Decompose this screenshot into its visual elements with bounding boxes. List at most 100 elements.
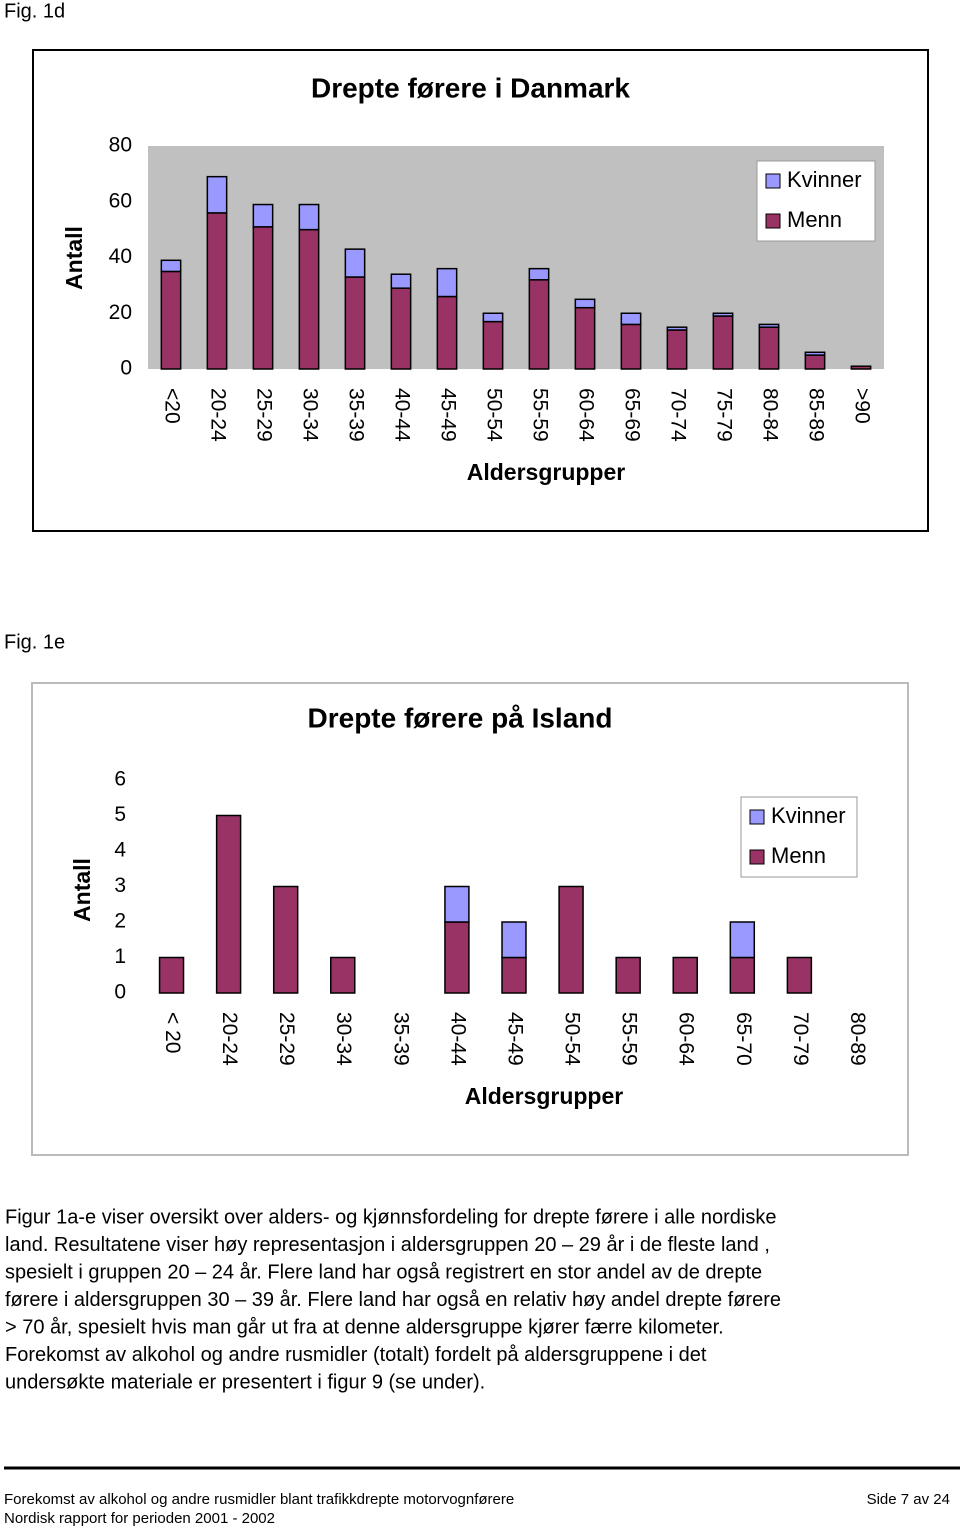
x-tick-label: 30-34 <box>332 1012 355 1066</box>
legend-swatch <box>765 213 781 229</box>
bar-segment <box>615 956 641 994</box>
x-tick-label: >90 <box>850 388 873 424</box>
legend-label: Menn <box>771 843 826 868</box>
bar-segment <box>206 212 228 370</box>
bar-segment <box>804 354 826 370</box>
x-tick-label: 50-54 <box>482 388 505 442</box>
paragraph-line: spesielt i gruppen 20 – 24 år. Flere lan… <box>5 1261 762 1283</box>
bar-segment <box>252 226 274 370</box>
y-tick-label: 20 <box>109 301 132 324</box>
bar-segment <box>298 203 320 231</box>
bar-segment <box>206 175 228 214</box>
bar-segment <box>574 306 596 370</box>
x-tick-label: 70-79 <box>789 1012 812 1066</box>
footer-text: Nordisk rapport for perioden 2001 - 2002 <box>4 1510 275 1527</box>
x-tick-label: < 20 <box>161 1012 184 1053</box>
bar-segment <box>712 315 734 370</box>
x-tick-label: 55-59 <box>528 388 551 442</box>
bar-segment <box>558 885 584 994</box>
x-tick-label: 25-29 <box>275 1012 298 1066</box>
legend-swatch <box>765 173 781 189</box>
bar-segment <box>712 312 734 317</box>
x-tick-label: 80-89 <box>846 1012 869 1066</box>
bar-segment <box>501 921 527 959</box>
x-tick-label: 40-44 <box>446 1012 469 1066</box>
y-tick-label: 2 <box>114 910 126 933</box>
x-axis-title: Aldersgrupper <box>465 1083 624 1109</box>
x-tick-label: 65-70 <box>732 1012 755 1066</box>
bar-segment <box>786 956 813 994</box>
bar-segment <box>666 326 688 331</box>
figure-label: Fig. 1e <box>4 631 65 653</box>
y-tick-label: 60 <box>109 189 132 212</box>
x-tick-label: 75-79 <box>712 388 735 442</box>
x-tick-label: 35-39 <box>389 1012 412 1066</box>
footer-text: Forekomst av alkohol og andre rusmidler … <box>4 1491 514 1508</box>
paragraph-line: > 70 år, spesielt hvis man går ut fra at… <box>5 1316 724 1338</box>
y-tick-label: 3 <box>114 874 126 897</box>
x-tick-label: 85-89 <box>804 388 827 442</box>
bar-segment <box>666 329 688 370</box>
bar-segment <box>729 956 756 994</box>
x-tick-label: 50-54 <box>561 1012 584 1066</box>
x-tick-label: 80-84 <box>758 388 781 442</box>
x-tick-label: 45-49 <box>436 388 459 442</box>
bar-segment <box>528 279 550 370</box>
bar-segment <box>501 956 527 994</box>
legend-swatch <box>749 849 765 865</box>
x-tick-label: <20 <box>160 388 183 424</box>
x-tick-label: 20-24 <box>206 388 229 442</box>
legend-label: Menn <box>787 207 842 232</box>
paragraph-line: Forekomst av alkohol og andre rusmidler … <box>5 1344 707 1366</box>
bar-segment <box>298 228 320 370</box>
x-tick-label: 60-64 <box>675 1012 698 1066</box>
paragraph-line: undersøkte materiale er presentert i fig… <box>5 1371 485 1393</box>
x-tick-label: 30-34 <box>298 388 321 442</box>
bar-segment <box>804 351 826 356</box>
x-tick-label: 65-69 <box>620 388 643 442</box>
bar-segment <box>444 921 470 994</box>
y-tick-label: 0 <box>120 357 132 380</box>
y-tick-label: 5 <box>114 803 126 826</box>
x-tick-label: 20-24 <box>218 1012 241 1066</box>
bar-segment <box>574 298 596 309</box>
bar-segment <box>672 956 698 994</box>
bar-segment <box>482 312 504 323</box>
bar-segment <box>272 885 299 994</box>
chart-title: Drepte førere på Island <box>308 702 613 733</box>
bar-segment <box>160 270 182 370</box>
paragraph-line: land. Resultatene viser høy representasj… <box>5 1234 770 1256</box>
bar-segment <box>729 921 756 959</box>
y-axis-title: Antall <box>61 226 87 290</box>
bar-segment <box>344 248 366 278</box>
bar-segment <box>215 814 242 994</box>
x-tick-label: 70-74 <box>666 388 689 442</box>
bar-segment <box>390 287 412 370</box>
x-tick-label: 60-64 <box>574 388 597 442</box>
y-tick-label: 1 <box>114 945 126 968</box>
legend-label: Kvinner <box>771 803 846 828</box>
bar-segment <box>528 267 550 281</box>
paragraph-line: førere i aldersgruppen 30 – 39 år. Flere… <box>5 1289 781 1311</box>
x-tick-label: 25-29 <box>252 388 275 442</box>
y-tick-label: 6 <box>114 768 126 791</box>
y-tick-label: 4 <box>114 839 126 862</box>
bar-segment <box>160 259 182 273</box>
chart-title: Drepte førere i Danmark <box>311 72 630 103</box>
bar-segment <box>436 267 458 298</box>
y-tick-label: 80 <box>109 134 132 157</box>
x-tick-label: 40-44 <box>390 388 413 442</box>
x-tick-label: 35-39 <box>344 388 367 442</box>
paragraph-line: Figur 1a-e viser oversikt over alders- o… <box>5 1206 776 1228</box>
bar-segment <box>330 956 356 994</box>
bar-segment <box>620 312 642 326</box>
bar-segment <box>482 320 504 370</box>
y-tick-label: 40 <box>109 245 132 268</box>
bar-segment <box>620 323 642 370</box>
bar-segment <box>850 365 872 370</box>
y-tick-label: 0 <box>114 981 126 1004</box>
legend-label: Kvinner <box>787 167 862 192</box>
legend-swatch <box>749 809 765 825</box>
y-axis-title: Antall <box>69 858 95 922</box>
